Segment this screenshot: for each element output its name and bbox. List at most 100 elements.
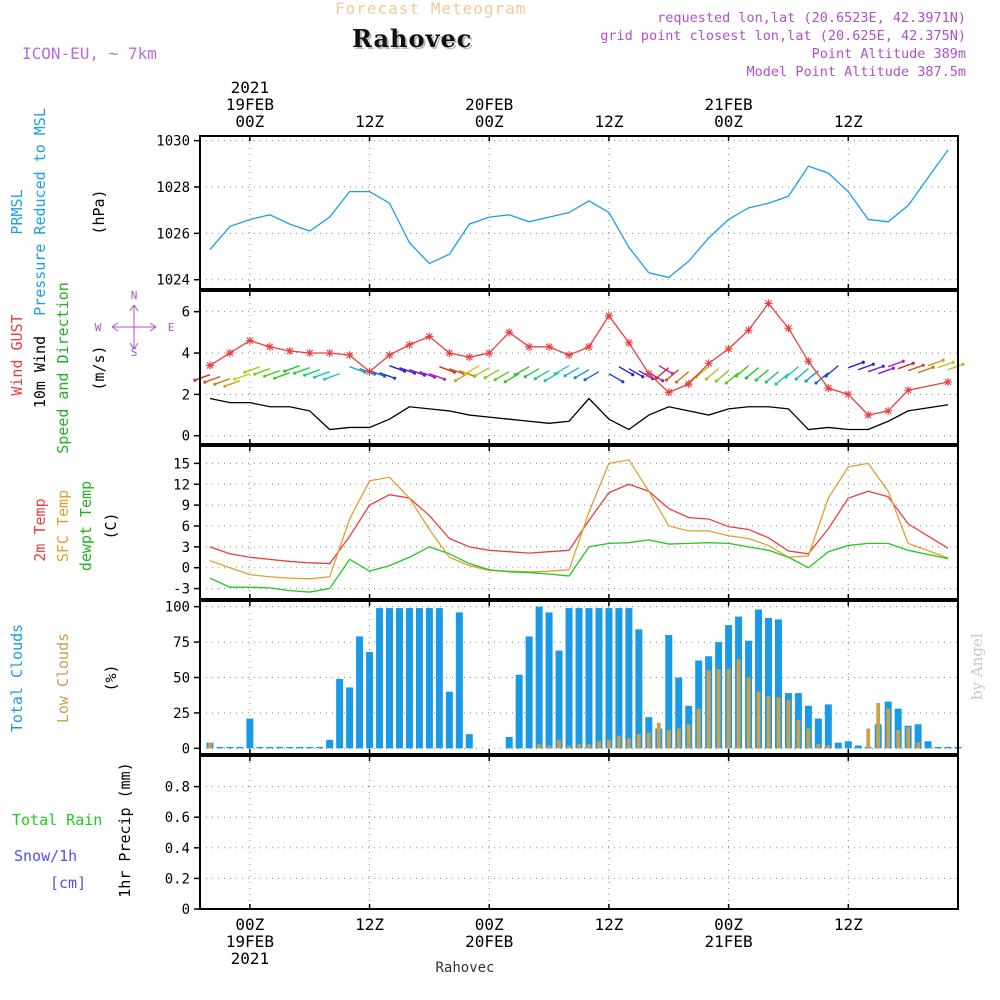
wind-arrow bbox=[937, 361, 954, 369]
pressure-msl-label: Pressure Reduced to MSL bbox=[31, 108, 49, 316]
wind-arrow-head bbox=[303, 373, 307, 377]
compass-rose-icon bbox=[111, 304, 157, 350]
wind-arrow bbox=[294, 367, 310, 374]
y-tick-label: 0.8 bbox=[165, 780, 190, 796]
wind-gust-label: Wind GUST bbox=[8, 314, 26, 395]
total-cloud-bar bbox=[525, 636, 533, 749]
compass-north: N bbox=[131, 289, 138, 302]
y-tick-label: 0 bbox=[182, 561, 190, 577]
compass-west: W bbox=[95, 321, 102, 334]
wind-arrow bbox=[618, 366, 634, 376]
wind-arrow bbox=[544, 372, 560, 382]
low-cloud-bar bbox=[886, 708, 891, 749]
total-cloud-bar bbox=[435, 608, 443, 749]
wind-arrow bbox=[705, 368, 720, 380]
wind-arrow-head bbox=[543, 379, 547, 383]
wind-arrow-head bbox=[493, 378, 497, 382]
total-cloud-bar bbox=[844, 741, 852, 749]
wind-speed-direction-label: Speed and Direction bbox=[54, 282, 72, 454]
panel-frame-4 bbox=[199, 600, 959, 755]
clouds-unit-label: (%) bbox=[102, 664, 120, 691]
wind-arrow bbox=[877, 367, 894, 375]
gust-marker bbox=[265, 342, 274, 351]
low-cloud-bar bbox=[696, 708, 701, 749]
gust-marker bbox=[365, 367, 374, 376]
bottom-time-label: 20FEB bbox=[465, 932, 513, 951]
wind-arrow-head bbox=[674, 380, 679, 384]
wind-arrow bbox=[439, 366, 455, 373]
wind-arrow bbox=[725, 372, 740, 384]
wind-arrow bbox=[848, 361, 864, 369]
wind-arrow bbox=[715, 370, 730, 382]
total-cloud-bar bbox=[894, 708, 902, 749]
wind-arrow bbox=[745, 367, 759, 379]
total-cloud-bar bbox=[286, 746, 294, 749]
total-cloud-bar bbox=[306, 746, 314, 749]
wind-arrow bbox=[897, 362, 914, 370]
low-cloud-bar bbox=[567, 745, 571, 749]
wind-arrow-head bbox=[724, 381, 728, 385]
low-cloud-bar bbox=[866, 728, 871, 749]
y-tick-label: 0 bbox=[182, 429, 190, 445]
total-cloud-bar bbox=[635, 629, 643, 749]
wind-arrow bbox=[254, 368, 271, 375]
wind-arrow-head bbox=[794, 377, 798, 381]
total-cloud-bar bbox=[296, 746, 304, 749]
wind-arrow-head bbox=[463, 372, 468, 376]
wind-arrow bbox=[947, 363, 964, 371]
low-cloud-bar bbox=[816, 744, 821, 749]
wind-arrow bbox=[264, 370, 281, 377]
gust-marker bbox=[724, 344, 733, 353]
wind-arrow-head bbox=[233, 377, 237, 381]
wind-arrow bbox=[564, 367, 580, 377]
wind-arrow-head bbox=[523, 375, 527, 379]
total-cloud-bar bbox=[236, 746, 244, 749]
wind-arrow bbox=[858, 363, 874, 371]
low-cloud-bar bbox=[726, 669, 731, 749]
wind-arrow bbox=[349, 366, 365, 373]
low-cloud-bar bbox=[646, 732, 651, 749]
gust-marker bbox=[385, 351, 394, 360]
top-time-label: 00Z bbox=[235, 112, 264, 131]
bottom-time-label: 00Z bbox=[714, 915, 743, 934]
total-cloud-bar bbox=[386, 608, 393, 749]
wind-arrow-head bbox=[453, 379, 458, 383]
panel-frame-5 bbox=[199, 755, 959, 910]
wind-arrow bbox=[514, 366, 530, 376]
top-time-label: 12Z bbox=[355, 112, 384, 131]
total-cloud-bar bbox=[665, 635, 673, 749]
wind-arrow-head bbox=[223, 384, 227, 388]
wind-arrow-head bbox=[911, 361, 915, 365]
wind-arrow-head bbox=[533, 377, 537, 381]
wind-arrow bbox=[314, 371, 330, 378]
total-cloud-bar bbox=[326, 739, 334, 749]
model-label: ICON-EU, ~ 7km bbox=[22, 44, 157, 63]
gust-marker bbox=[205, 361, 214, 370]
wind-arrow bbox=[735, 365, 750, 377]
total-cloud-bar bbox=[944, 746, 952, 749]
gust-marker bbox=[345, 351, 354, 360]
y-tick-label: 25 bbox=[173, 706, 190, 722]
wind-arrow-head bbox=[901, 359, 905, 363]
total-cloud-bar bbox=[765, 618, 772, 749]
wind-arrow-head bbox=[573, 376, 577, 380]
wind-arrow-head bbox=[824, 374, 828, 378]
low-cloud-bar bbox=[676, 728, 681, 749]
bottom-time-label: 00Z bbox=[235, 915, 264, 934]
low-cloud-bar bbox=[666, 729, 671, 749]
total-cloud-bar bbox=[605, 608, 613, 749]
y-tick-label: 0 bbox=[182, 902, 190, 918]
wind-arrow bbox=[504, 373, 520, 383]
wind-arrow bbox=[204, 376, 221, 383]
grid-point-coords: grid point closest lon,lat (20.625E, 42.… bbox=[600, 28, 966, 44]
wind-arrow bbox=[676, 371, 690, 383]
y-tick-label: 1028 bbox=[156, 180, 190, 196]
gust-marker bbox=[525, 342, 534, 351]
total-cloud-bar bbox=[405, 608, 413, 749]
total-cloud-bar bbox=[445, 691, 453, 749]
wind-arrow bbox=[927, 359, 944, 367]
top-time-label: 20FEB bbox=[465, 95, 513, 114]
low-cloud-bar bbox=[806, 728, 811, 749]
wind-arrow bbox=[194, 374, 211, 381]
total-cloud-bar bbox=[535, 606, 543, 749]
